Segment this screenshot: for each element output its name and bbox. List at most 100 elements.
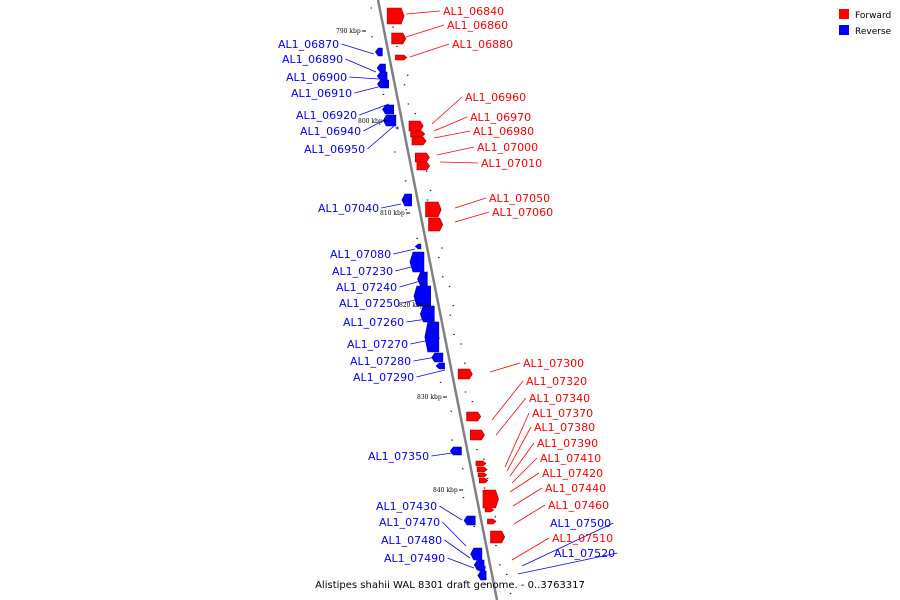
gene-glyph-al1_07040[interactable] (401, 193, 412, 207)
gene-label-al1_07460[interactable]: AL1_07460 (548, 499, 609, 512)
gene-label-al1_07370[interactable]: AL1_07370 (532, 407, 593, 420)
gene-label-al1_07350[interactable]: AL1_07350 (368, 450, 429, 463)
gene-label-al1_07470[interactable]: AL1_07470 (379, 516, 440, 529)
gene-label-al1_07390[interactable]: AL1_07390 (537, 437, 598, 450)
gene-glyph-al1_07420[interactable] (482, 489, 499, 509)
gene-glyph-al1_07080[interactable] (414, 243, 422, 250)
leader-line (409, 43, 450, 58)
gene-glyph-al1_07380[interactable] (476, 466, 488, 473)
gene-label-al1_07490[interactable]: AL1_07490 (384, 552, 445, 565)
gene-label-al1_07480[interactable]: AL1_07480 (381, 534, 442, 547)
gene-label-al1_06900[interactable]: AL1_06900 (286, 71, 347, 84)
gene-glyph-al1_07490[interactable] (477, 570, 487, 581)
leader-line (367, 125, 395, 150)
gene-label-al1_07410[interactable]: AL1_07410 (540, 452, 601, 465)
gene-glyph-al1_06900[interactable] (376, 71, 388, 81)
gene-label-al1_06920[interactable]: AL1_06920 (296, 109, 357, 122)
gene-label-al1_07520[interactable]: AL1_07520 (554, 547, 615, 560)
gene-glyph-al1_06870[interactable] (374, 47, 383, 57)
gene-glyph-al1_06970[interactable] (410, 130, 426, 138)
gene-label-al1_07440[interactable]: AL1_07440 (545, 482, 606, 495)
gene-label-al1_07280[interactable]: AL1_07280 (350, 355, 411, 368)
gene-glyph-al1_06860[interactable] (391, 32, 407, 45)
gene-glyph-al1_07340[interactable] (469, 429, 485, 441)
gene-glyph-al1_07230[interactable] (409, 251, 425, 273)
gene-glyph-al1_06910[interactable] (377, 79, 389, 89)
gene-label-al1_06890[interactable]: AL1_06890 (282, 53, 343, 66)
gene-label-al1_07340[interactable]: AL1_07340 (529, 392, 590, 405)
gene-glyph-al1_07410[interactable] (478, 477, 489, 484)
gene-label-al1_06950[interactable]: AL1_06950 (304, 143, 365, 156)
gene-label-al1_06840[interactable]: AL1_06840 (443, 5, 504, 18)
gene-glyph-al1_06840[interactable] (386, 7, 405, 25)
gene-label-al1_06960[interactable]: AL1_06960 (465, 91, 526, 104)
leader-line (433, 130, 471, 139)
gene-label-al1_07250[interactable]: AL1_07250 (339, 297, 400, 310)
gene-label-al1_07290[interactable]: AL1_07290 (353, 371, 414, 384)
gene-glyph-al1_07300[interactable] (457, 368, 473, 380)
leader-line (399, 279, 425, 288)
gene-label-al1_07080[interactable]: AL1_07080 (330, 248, 391, 261)
gene-label-al1_06980[interactable]: AL1_06980 (473, 125, 534, 138)
gene-label-al1_06860[interactable]: AL1_06860 (447, 19, 508, 32)
gene-glyph-al1_07370[interactable] (475, 460, 487, 467)
gene-label-al1_07010[interactable]: AL1_07010 (481, 157, 542, 170)
gene-glyph-al1_07320[interactable] (466, 411, 482, 422)
gene-label-al1_07040[interactable]: AL1_07040 (318, 202, 379, 215)
gene-label-al1_06940[interactable]: AL1_06940 (300, 125, 361, 138)
leader-line (454, 197, 487, 209)
gene-label-al1_07300[interactable]: AL1_07300 (523, 357, 584, 370)
leader-line (431, 96, 463, 125)
gene-label-al1_07510[interactable]: AL1_07510 (552, 532, 613, 545)
gene-glyph-al1_07050[interactable] (425, 201, 442, 218)
gene-glyph-al1_07260[interactable] (419, 305, 435, 323)
gene-label-al1_06870[interactable]: AL1_06870 (278, 38, 339, 51)
gene-glyph-al1_07270[interactable] (424, 321, 440, 353)
gene-glyph-al1_07520[interactable] (475, 566, 486, 572)
gene-glyph-al1_07240[interactable] (417, 271, 428, 287)
gene-label-al1_07320[interactable]: AL1_07320 (526, 375, 587, 388)
gene-glyph-al1_06880[interactable] (395, 54, 408, 61)
gene-glyph-al1_07250[interactable] (413, 285, 432, 307)
gene-label-al1_07380[interactable]: AL1_07380 (534, 421, 595, 434)
gene-glyph-al1_06940[interactable] (382, 114, 397, 127)
gene-label-al1_06970[interactable]: AL1_06970 (470, 111, 531, 124)
leader-line (509, 472, 540, 493)
leader-line (491, 380, 524, 421)
gene-glyph-al1_07460[interactable] (487, 518, 497, 525)
leader-line (433, 116, 468, 132)
gene-label-al1_07270[interactable]: AL1_07270 (347, 338, 408, 351)
gene-label-al1_07050[interactable]: AL1_07050 (489, 192, 550, 205)
gene-glyph-al1_07010[interactable] (416, 161, 431, 171)
gene-glyph-al1_07350[interactable] (449, 446, 462, 456)
gene-glyph-al1_07060[interactable] (428, 217, 444, 232)
gene-label-al1_07000[interactable]: AL1_07000 (477, 141, 538, 154)
gene-glyph-al1_07470[interactable] (470, 547, 483, 561)
gene-glyph-al1_06980[interactable] (411, 136, 427, 146)
gene-glyph-al1_07290[interactable] (435, 362, 445, 370)
gene-label-al1_06910[interactable]: AL1_06910 (291, 87, 352, 100)
gene-glyph-al1_07280[interactable] (431, 352, 444, 363)
gene-label-al1_07430[interactable]: AL1_07430 (376, 500, 437, 513)
gene-glyph-al1_06960[interactable] (408, 120, 424, 132)
gene-glyph-al1_07390[interactable] (477, 472, 488, 478)
gene-glyph-al1_07510[interactable] (490, 530, 506, 544)
gene-glyph-al1_07000[interactable] (414, 152, 430, 163)
gene-label-al1_07260[interactable]: AL1_07260 (343, 316, 404, 329)
leader-line (489, 362, 521, 373)
gene-label-al1_07230[interactable]: AL1_07230 (332, 265, 393, 278)
gene-label-al1_07240[interactable]: AL1_07240 (336, 281, 397, 294)
map-title: Alistipes shahii WAL 8301 draft genome. … (315, 580, 585, 591)
gene-label-al1_07500[interactable]: AL1_07500 (550, 517, 611, 530)
leader-line (349, 76, 380, 80)
gene-glyph-al1_06920[interactable] (382, 104, 395, 115)
gene-label-al1_07420[interactable]: AL1_07420 (542, 467, 603, 480)
gene-glyph-al1_07430[interactable] (463, 515, 476, 526)
gene-label-al1_06880[interactable]: AL1_06880 (452, 38, 513, 51)
leader-line (439, 505, 463, 521)
gene-glyph-al1_06890[interactable] (376, 63, 386, 73)
gene-glyph-al1_07440[interactable] (484, 507, 495, 513)
gene-glyph-al1_06950[interactable] (394, 126, 399, 130)
gene-label-al1_07060[interactable]: AL1_07060 (492, 206, 553, 219)
